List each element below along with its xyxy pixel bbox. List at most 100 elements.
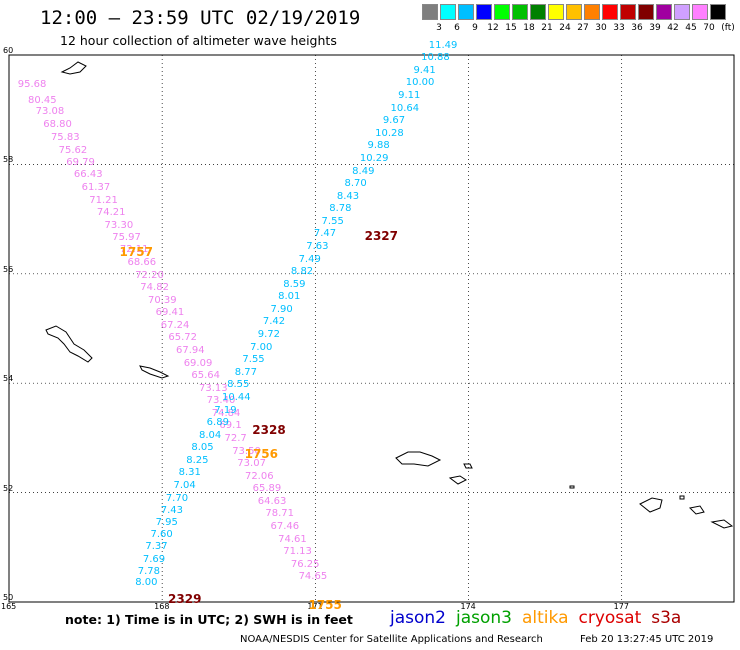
longitude-label: 165 bbox=[1, 602, 17, 611]
wave-height-value: 8.49 bbox=[352, 165, 375, 177]
latitude-label: 60 bbox=[3, 46, 14, 55]
generated-timestamp: Feb 20 13:27:45 UTC 2019 bbox=[580, 634, 714, 645]
wave-height-value: 66.43 bbox=[73, 169, 103, 181]
islet-1 bbox=[569, 485, 575, 489]
agattu-island bbox=[448, 475, 467, 485]
legend-swatch bbox=[440, 4, 456, 20]
legend-label: 27 bbox=[577, 23, 589, 33]
wave-height-value: 10.64 bbox=[390, 102, 420, 114]
wave-height-value: 74.65 bbox=[298, 571, 328, 583]
wave-height-value: 7.00 bbox=[250, 341, 273, 353]
wave-height-value: 80.45 bbox=[27, 95, 57, 107]
wave-height-value: 78.71 bbox=[265, 508, 295, 520]
legend-unit: (ft) bbox=[721, 23, 735, 33]
pass-time-label: 2329 bbox=[168, 592, 202, 607]
wave-height-value: 61.37 bbox=[81, 181, 111, 193]
wave-height-value: 9.41 bbox=[413, 64, 436, 76]
legend-label: 33 bbox=[613, 23, 625, 33]
wave-height-value: 8.82 bbox=[290, 266, 314, 278]
wave-height-value: 7.60 bbox=[150, 529, 173, 541]
legend-swatch bbox=[494, 4, 510, 20]
wave-height-value: 7.69 bbox=[142, 553, 166, 565]
wave-height-value: 8.70 bbox=[344, 178, 367, 190]
wave-height-value: 70.39 bbox=[147, 295, 177, 307]
legend-swatch bbox=[566, 4, 582, 20]
wave-height-value: 69.79 bbox=[66, 157, 95, 169]
latitude-label: 58 bbox=[3, 155, 14, 165]
legend-label: 45 bbox=[685, 23, 697, 33]
latitude-label: 52 bbox=[3, 483, 14, 493]
wave-height-value: 8.55 bbox=[227, 379, 250, 391]
graticule bbox=[8, 54, 734, 603]
wave-height-value: 7.63 bbox=[306, 240, 329, 252]
wave-height-value: 8.78 bbox=[329, 203, 352, 215]
longitude-label: 171 bbox=[307, 602, 323, 611]
wave-height-value: 67.24 bbox=[160, 319, 190, 331]
wave-height-value: 8.04 bbox=[199, 429, 222, 441]
legend-label: 15 bbox=[505, 23, 517, 33]
legend-swatch bbox=[476, 4, 492, 20]
wave-height-value: 7.90 bbox=[270, 303, 293, 315]
legend-swatch bbox=[422, 4, 438, 20]
wave-height-value: 8.43 bbox=[336, 190, 360, 202]
wave-height-value: 71.21 bbox=[89, 194, 118, 206]
pass-time-label: 2327 bbox=[364, 228, 398, 243]
legend-swatch bbox=[512, 4, 528, 20]
legend-label: 42 bbox=[667, 23, 679, 33]
wave-height-value: 69.1 bbox=[219, 420, 242, 432]
legend-swatch bbox=[548, 4, 564, 20]
legend-swatch bbox=[656, 4, 672, 20]
legend-label: 6 bbox=[454, 23, 460, 33]
legend-label: 21 bbox=[541, 23, 553, 33]
latitude-label: 50 bbox=[3, 593, 14, 602]
wave-height-value: 10.28 bbox=[375, 127, 404, 139]
wave-height-value: 75.97 bbox=[112, 232, 141, 244]
wave-height-value: 74.84 bbox=[211, 407, 241, 419]
wave-height-value: 6.89 bbox=[206, 417, 229, 429]
attu-island bbox=[395, 451, 442, 467]
footer-note: note: 1) Time is in UTC; 2) SWH is in fe… bbox=[65, 612, 353, 627]
wave-height-value: 7.42 bbox=[262, 316, 286, 328]
wave-height-value: 7.55 bbox=[242, 354, 265, 366]
wave-height-value: 69.09 bbox=[183, 357, 213, 369]
wave-height-value: 9.72 bbox=[257, 329, 280, 341]
wave-height-value: 71.13 bbox=[283, 546, 312, 558]
wave-height-value: 9.67 bbox=[382, 115, 406, 127]
longitude-label: 168 bbox=[154, 602, 170, 611]
legend-swatch bbox=[692, 4, 708, 20]
wave-height-value: 8.05 bbox=[191, 442, 214, 454]
legend-swatch bbox=[710, 4, 726, 20]
wave-height-value: 73.07 bbox=[237, 458, 266, 470]
legend-swatch bbox=[620, 4, 636, 20]
credit-line: NOAA/NESDIS Center for Satellite Applica… bbox=[240, 634, 543, 645]
wave-height-value: 8.25 bbox=[186, 454, 209, 466]
longitude-label: 174 bbox=[460, 602, 476, 611]
legend-swatch bbox=[602, 4, 618, 20]
wave-height-value: 76.25 bbox=[290, 558, 320, 570]
wave-height-value: 72.11 bbox=[119, 244, 149, 256]
wave-height-value: 95.68 bbox=[17, 79, 47, 91]
rat-islands bbox=[639, 497, 663, 513]
legend-label: 30 bbox=[595, 23, 607, 33]
wave-height-value: 9.11 bbox=[398, 90, 421, 102]
wave-height-value: 7.55 bbox=[321, 215, 344, 227]
legend-swatch bbox=[530, 4, 546, 20]
legend-swatch bbox=[638, 4, 654, 20]
wave-height-value: 68.80 bbox=[43, 119, 72, 131]
wave-height-value: 8.31 bbox=[178, 467, 201, 479]
legend-swatch bbox=[458, 4, 474, 20]
legend-swatch bbox=[674, 4, 690, 20]
legend-label: 39 bbox=[649, 23, 661, 33]
wave-height-value: 7.47 bbox=[313, 228, 337, 240]
legend-label: 36 bbox=[631, 23, 643, 33]
map-subtitle: 12 hour collection of altimeter wave hei… bbox=[60, 33, 337, 48]
map-frame bbox=[8, 54, 735, 603]
legend-swatch bbox=[584, 4, 600, 20]
legend-label: 12 bbox=[487, 23, 499, 33]
legend-label: 24 bbox=[559, 23, 571, 33]
wave-height-value: 7.49 bbox=[298, 253, 321, 265]
wave-height-value: 10.44 bbox=[221, 391, 251, 403]
wave-height-value: 73.13 bbox=[199, 382, 228, 394]
wave-height-value: 72.20 bbox=[135, 269, 164, 281]
wave-height-value: 68.66 bbox=[127, 256, 157, 268]
